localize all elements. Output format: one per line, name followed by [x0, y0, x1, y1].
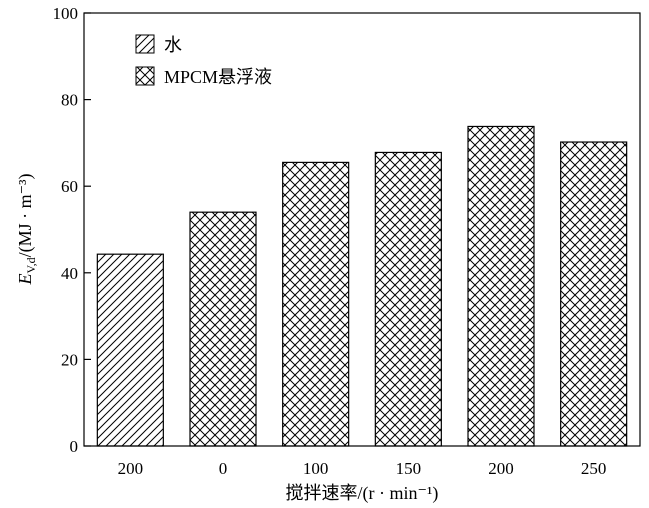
x-tick-label-5: 250 [581, 459, 607, 478]
y-axis-label-main: E [15, 274, 35, 286]
x-tick-label-3: 150 [396, 459, 422, 478]
x-tick-label-2: 100 [303, 459, 329, 478]
y-tick-label-3: 60 [61, 177, 78, 196]
legend-swatch-mpcm [135, 66, 155, 86]
legend-swatch-water [135, 34, 155, 54]
y-tick-label-2: 40 [61, 264, 78, 283]
legend-label-mpcm: MPCM悬浮液 [164, 67, 272, 87]
y-tick-label-1: 20 [61, 350, 78, 369]
bar-4 [467, 125, 535, 447]
bar-1 [189, 211, 257, 447]
legend: 水 MPCM悬浮液 [135, 34, 272, 87]
bar-0 [96, 253, 164, 447]
y-axis-label-units: /(MJ · m⁻³) [15, 173, 36, 257]
y-axis-ticks: 0 20 40 60 80 100 [53, 4, 91, 456]
x-axis-label: 搅拌速率/(r · min⁻¹) [286, 483, 439, 504]
x-axis-ticks: 200 0 100 150 200 250 [118, 459, 607, 478]
y-axis-label: EV,d/(MJ · m⁻³) [15, 173, 38, 285]
bars-group [96, 125, 628, 447]
legend-label-water: 水 [164, 35, 182, 55]
plot-frame [83, 12, 641, 447]
bar-3 [374, 151, 442, 447]
bar-2 [282, 161, 350, 447]
x-tick-label-0: 200 [118, 459, 144, 478]
y-tick-label-5: 100 [53, 4, 79, 23]
y-axis-label-subscript: V,d [24, 257, 38, 273]
x-tick-label-1: 0 [219, 459, 228, 478]
x-tick-label-4: 200 [488, 459, 514, 478]
bar-5 [560, 141, 628, 447]
y-tick-label-0: 0 [70, 437, 79, 456]
y-tick-label-4: 80 [61, 91, 78, 110]
